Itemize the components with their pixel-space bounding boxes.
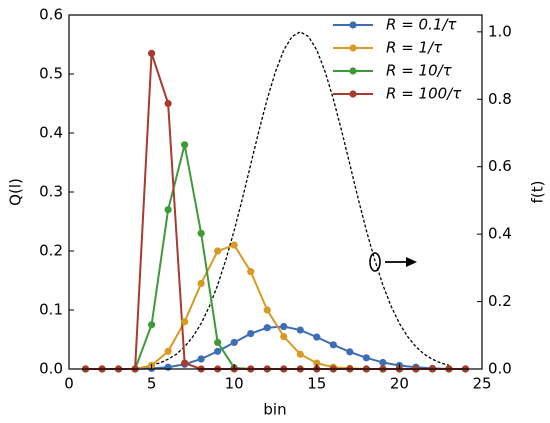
- marker: [164, 347, 172, 355]
- marker: [181, 318, 189, 326]
- y-tick-label: 0.3: [39, 183, 63, 201]
- marker: [230, 338, 238, 347]
- x-tick-label: 0: [64, 375, 74, 393]
- marker: [280, 332, 288, 341]
- marker: [148, 321, 156, 329]
- x-tick-label: 15: [307, 375, 326, 393]
- y-tick-label: 0.0: [39, 360, 63, 378]
- marker: [362, 354, 370, 362]
- marker: [214, 338, 222, 347]
- y2-tick-label: 0.2: [488, 292, 512, 310]
- marker: [313, 333, 321, 341]
- x-tick-label: 20: [390, 375, 409, 393]
- marker: [263, 324, 271, 332]
- f-curve: [151, 31, 450, 366]
- marker: [164, 206, 172, 214]
- marker: [296, 326, 304, 334]
- marker: [164, 99, 172, 108]
- marker: [148, 49, 156, 57]
- marker: [197, 279, 205, 288]
- legend-marker: [349, 44, 357, 52]
- y2-tick-label: 1.0: [488, 22, 512, 40]
- marker: [214, 247, 222, 255]
- marker: [247, 330, 255, 338]
- legend-label: R = 1/τ: [386, 39, 443, 57]
- marker: [280, 322, 288, 331]
- x-tick-label: 25: [472, 375, 491, 393]
- y-tick-label: 0.1: [39, 301, 63, 319]
- legend-marker: [349, 21, 357, 29]
- marker: [197, 229, 205, 237]
- y2-axis-label: f(t): [529, 181, 547, 204]
- y-axis-label: Q(l): [7, 178, 25, 206]
- axis-arrowhead: [406, 257, 417, 267]
- y-tick-label: 0.6: [39, 6, 63, 24]
- y-tick-label: 0.4: [39, 124, 63, 142]
- marker: [164, 363, 172, 371]
- legend-label: R = 0.1/τ: [386, 16, 457, 34]
- x-tick-label: 10: [225, 375, 244, 393]
- marker: [379, 358, 387, 367]
- axis-indicator: [369, 252, 381, 272]
- marker: [263, 306, 271, 314]
- series-line: [85, 144, 466, 370]
- marker: [181, 141, 189, 149]
- x-tick-label: 5: [147, 375, 157, 393]
- legend-marker: [349, 67, 357, 75]
- y-tick-label: 0.5: [39, 65, 63, 83]
- y2-tick-label: 0.0: [488, 360, 512, 378]
- marker: [247, 268, 255, 276]
- marker: [197, 355, 205, 363]
- legend-marker: [349, 90, 357, 98]
- marker: [346, 348, 354, 356]
- y2-tick-label: 0.6: [488, 157, 512, 175]
- marker: [181, 359, 189, 367]
- y2-tick-label: 0.8: [488, 90, 512, 108]
- marker: [296, 350, 304, 358]
- x-axis-label: bin: [263, 401, 286, 419]
- legend-label: R = 100/τ: [386, 85, 462, 103]
- y-tick-label: 0.2: [39, 242, 63, 260]
- marker: [329, 341, 337, 349]
- marker: [313, 359, 321, 367]
- y2-tick-label: 0.4: [488, 225, 512, 243]
- marker: [214, 347, 222, 355]
- marker: [230, 241, 238, 249]
- legend-label: R = 10/τ: [386, 62, 453, 80]
